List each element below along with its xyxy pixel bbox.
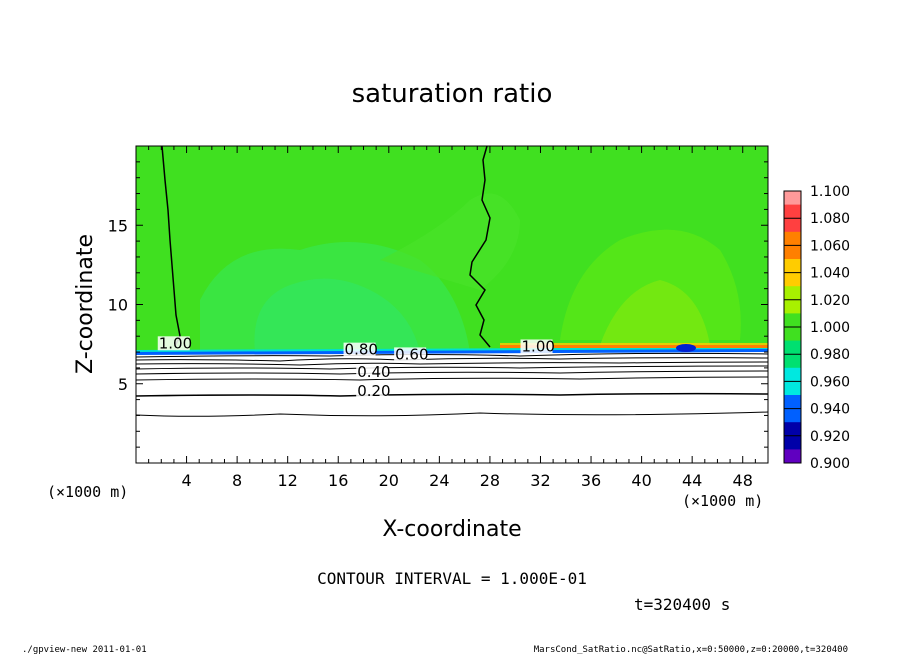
colorbar-segment [784,354,801,369]
chart-title: saturation ratio [352,79,553,109]
y-tick-label: 5 [118,375,128,394]
y-axis-ticks: 5 10 15 [108,161,768,448]
x-tick-label: 28 [480,471,500,490]
y-tick-label: 15 [108,216,128,235]
colorbar-segment [784,245,801,260]
field-band-blue [136,349,768,355]
contour-label: 0.20 [357,382,390,400]
colorbar-segment [784,286,801,301]
x-tick-label: 20 [379,471,399,490]
colorbar-label: 1.020 [810,293,850,309]
colorbar-segment [784,327,801,342]
colorbar-label: 1.100 [810,184,850,200]
y-axis-label: Z-coordinate [73,234,98,374]
contour-lines [136,146,768,417]
contour-label: 0.40 [357,363,390,381]
colorbar-segment [784,381,801,396]
colorbar-segment [784,191,801,206]
colorbar-label: 0.900 [810,456,850,472]
colorbar-segment [784,435,801,450]
x-unit-label: (×1000 m) [682,492,763,510]
colorbar-segment [784,408,801,423]
colorbar-label: 1.040 [810,266,850,282]
field-band-yellow [500,343,768,345]
contour-label-bg [343,342,376,357]
x-tick-label: 44 [682,471,702,490]
contour-line-5 [136,365,768,370]
x-tick-label: 4 [181,471,191,490]
x-tick-label: 16 [328,471,348,490]
x-tick-label: 8 [232,471,242,490]
x-tick-label: 40 [631,471,651,490]
contour-label: 0.60 [395,345,428,363]
x-tick-label: 32 [530,471,550,490]
colorbar-label: 0.940 [810,402,850,418]
contour-label-bg [520,339,553,354]
colorbar-segment [784,395,801,410]
colorbar-segment [784,204,801,219]
contour-line-6 [136,370,768,375]
contour-interval-text: CONTOUR INTERVAL = 1.000E-01 [317,569,587,588]
colorbar-segment [784,422,801,437]
colorbar-label: 0.960 [810,374,850,390]
field-blob-blue [676,344,696,352]
footer-left: ./gpview-new 2011-01-01 [22,645,147,654]
field-band-orange [500,345,768,348]
colorbar-label: 0.980 [810,347,850,363]
x-tick-label: 24 [429,471,449,490]
colorbar-segment [784,259,801,274]
contour-line-9 [136,411,768,417]
field-patch-yellow-green [600,280,710,345]
colorbar-label: 1.060 [810,238,850,254]
field-patch-green-1 [254,278,420,352]
contour-label: 0.80 [345,341,378,359]
field-patch-green-3 [380,193,520,290]
colorbar-label: 1.080 [810,211,850,227]
contour-line-1-middle [469,146,491,348]
contour-label-bg [356,383,389,398]
contour-label: 1.00 [159,334,192,352]
colorbar: 1.100 1.080 1.060 1.040 1.020 1.000 0.980 0.960… [783,184,850,472]
footer-right: MarsCond_SatRatio.nc@SatRatio,x=0:50000,… [534,645,848,654]
x-tick-label: 48 [733,471,753,490]
contour-line-4 [136,361,768,366]
contour-label: 1.00 [522,337,555,355]
contour-label-bg [356,364,389,379]
y-tick-label: 10 [108,296,128,315]
colorbar-segment [784,231,801,246]
colorbar-segment [784,313,801,328]
contour-line-8 [136,392,768,397]
x-tick-label: 36 [581,471,601,490]
contour-labels: 1.00 1.00 0.80 0.60 0.400.20 [157,334,555,400]
saturation-field [136,146,768,463]
z-unit-label: (×1000 m) [47,483,128,501]
colorbar-segment [784,272,801,287]
colorbar-segment [784,340,801,355]
contour-line-2 [136,352,768,358]
colorbar-segment [784,218,801,233]
x-axis-ticks: 4 8 12 16 20 24 28 32 36 40 44 48 [148,146,756,490]
contour-label-bg [394,347,427,362]
time-stamp: t=320400 s [634,595,730,614]
contour-line-1-left [161,146,181,347]
colorbar-label: 0.920 [810,429,850,445]
x-axis-label: X-coordinate [382,517,521,542]
contour-label-bg [157,336,190,351]
colorbar-label: 1.000 [810,320,850,336]
x-tick-label: 12 [278,471,298,490]
colorbar-segment [784,367,801,382]
contour-line-7 [136,376,768,381]
colorbar-segment [784,299,801,314]
colorbar-segment [784,449,801,464]
